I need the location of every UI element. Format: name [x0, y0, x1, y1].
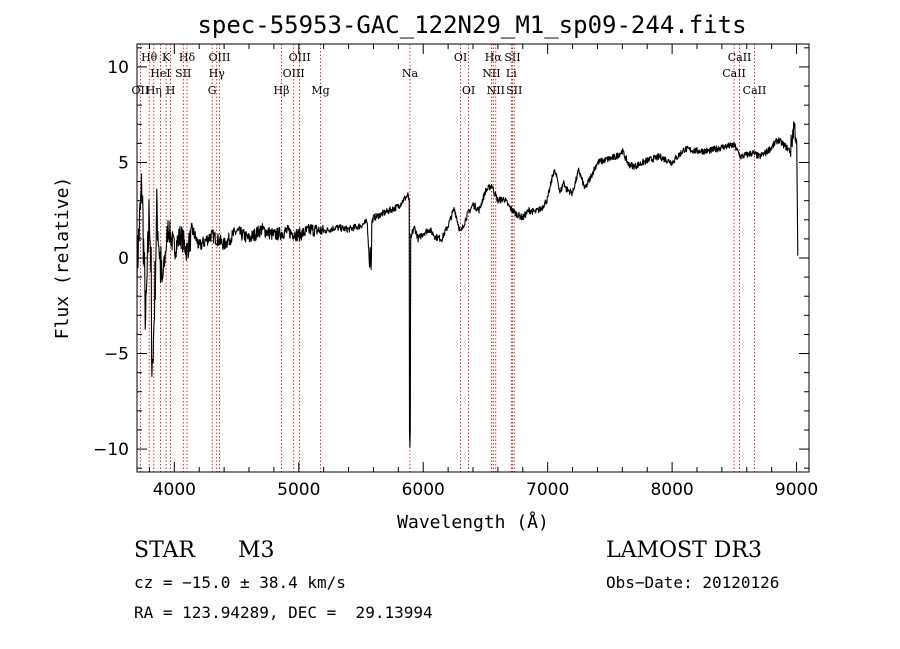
line-label-1: Hθ	[141, 51, 158, 64]
x-tick-label: 8000	[650, 480, 693, 500]
line-label-8: G	[208, 84, 217, 97]
x-tick-label: 5000	[277, 480, 320, 500]
line-label-24: CaII	[722, 67, 746, 80]
y-tick-label: −5	[104, 345, 129, 365]
redshift-readout: cz = −15.0 ± 38.4 km/s	[134, 573, 346, 592]
x-tick-label: 6000	[402, 480, 445, 500]
line-label-5: H	[166, 84, 176, 97]
y-tick-label: 0	[118, 249, 129, 269]
line-label-26: CaII	[743, 84, 767, 97]
line-label-6: SII	[175, 67, 191, 80]
line-label-9: Hγ	[209, 67, 226, 80]
line-label-2: Hη	[146, 84, 162, 97]
coordinates: RA = 123.94289, DEC = 29.13994	[134, 603, 433, 622]
line-label-14: Mg	[311, 84, 329, 97]
x-tick-label: 7000	[526, 480, 569, 500]
line-label-25: CaII	[728, 51, 752, 64]
chart-title: spec-55953-GAC_122N29_M1_sp09-244.fits	[197, 11, 746, 39]
line-label-16: OI	[454, 51, 467, 64]
spectrum-line	[136, 121, 799, 448]
x-tick-label: 4000	[153, 480, 196, 500]
line-label-18: NII	[482, 67, 500, 80]
line-label-10: OIII	[208, 51, 230, 64]
line-label-12: OIII	[283, 67, 305, 80]
survey-name: LAMOST DR3	[606, 538, 762, 563]
line-label-7: Hδ	[179, 51, 196, 64]
y-tick-label: 5	[118, 153, 129, 173]
object-class: STAR	[134, 538, 195, 563]
y-tick-label: 10	[107, 58, 129, 78]
line-label-21: Li	[506, 67, 517, 80]
line-label-19: Hα	[485, 51, 503, 64]
x-axis-label: Wavelength (Å)	[397, 511, 549, 533]
line-label-17: OI	[462, 84, 475, 97]
x-tick-label: 9000	[775, 480, 818, 500]
y-tick-label: −10	[93, 440, 129, 460]
line-label-15: Na	[402, 67, 419, 80]
line-label-22: SII	[504, 51, 520, 64]
line-label-20: NII	[487, 84, 505, 97]
obs-date: Obs−Date: 20120126	[606, 573, 780, 592]
line-label-13: OIII	[289, 51, 311, 64]
line-label-4: K	[162, 51, 171, 64]
y-axis-label: Flux (relative)	[52, 177, 73, 340]
line-label-0: OII	[132, 84, 150, 97]
line-label-3: HeI	[150, 67, 170, 80]
line-label-11: Hβ	[274, 84, 290, 97]
spectrum-chart: spec-55953-GAC_122N29_M1_sp09-244.fits OI…	[52, 11, 818, 533]
plot-frame	[136, 43, 810, 473]
object-subclass: M3	[238, 538, 275, 563]
line-label-23: SII	[506, 84, 522, 97]
